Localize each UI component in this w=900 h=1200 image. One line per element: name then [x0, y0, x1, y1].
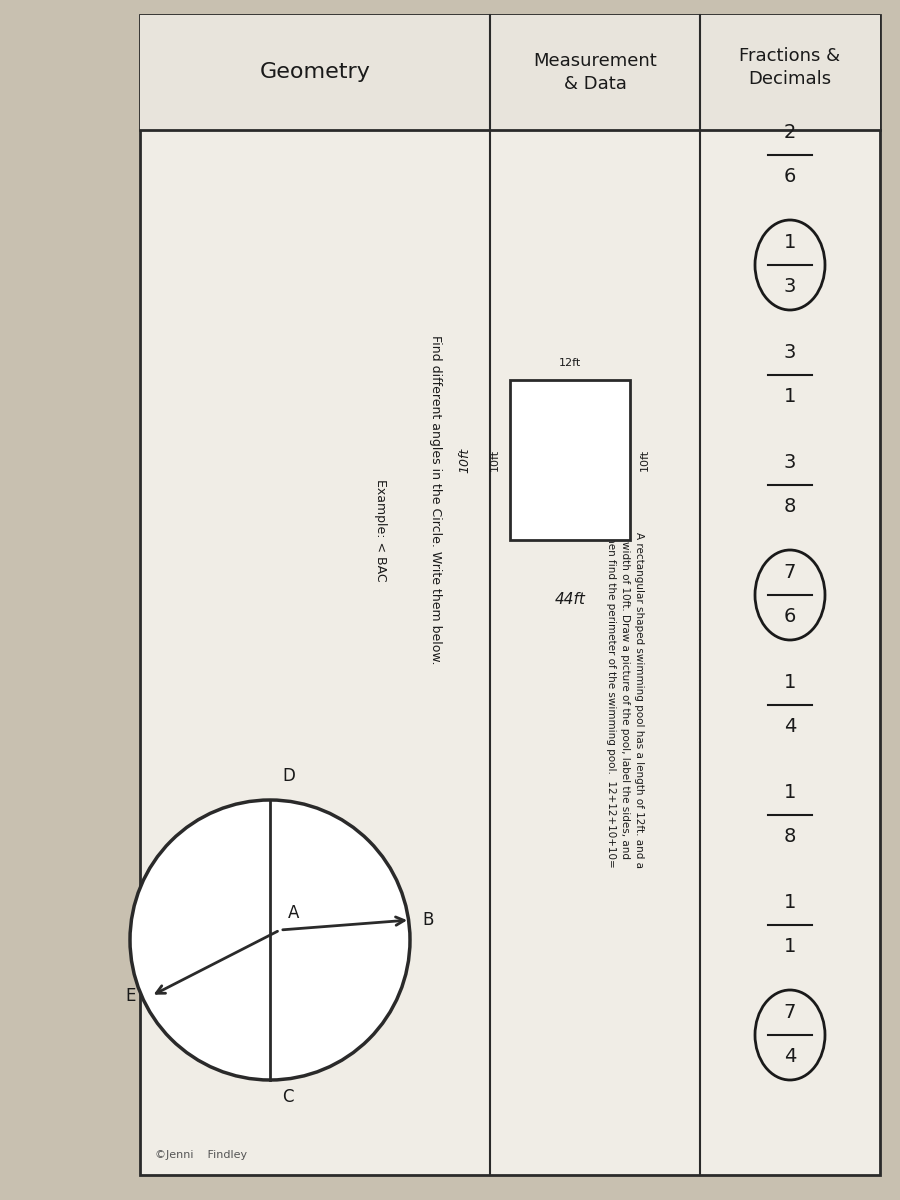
Text: C: C: [282, 1088, 293, 1106]
Text: Geometry: Geometry: [259, 62, 371, 83]
Text: 8: 8: [784, 828, 796, 846]
Text: A: A: [288, 904, 300, 922]
Polygon shape: [510, 380, 630, 540]
Text: ©Jenni    Findley: ©Jenni Findley: [155, 1150, 248, 1160]
Text: Measurement
& Data: Measurement & Data: [533, 53, 657, 92]
Text: 6: 6: [784, 607, 796, 626]
Text: 3: 3: [784, 454, 796, 473]
Polygon shape: [140, 14, 880, 1175]
Text: 7: 7: [784, 564, 796, 582]
Text: 1: 1: [784, 234, 796, 252]
Text: 44ft: 44ft: [554, 593, 585, 607]
Text: Example: < BAC: Example: < BAC: [374, 479, 386, 581]
Text: 1: 1: [784, 673, 796, 692]
Text: 3: 3: [784, 343, 796, 362]
Text: 2: 2: [784, 124, 796, 143]
Text: 10ft: 10ft: [640, 449, 650, 472]
Text: 1: 1: [784, 937, 796, 956]
Text: E: E: [126, 986, 136, 1006]
Text: 8: 8: [784, 498, 796, 516]
Text: B: B: [422, 911, 434, 929]
Text: Find different angles in the Circle. Write them below.: Find different angles in the Circle. Wri…: [428, 335, 442, 665]
Text: A rectangular shaped swimming pool has a length of 12ft. and a
width of 10ft. Dr: A rectangular shaped swimming pool has a…: [606, 532, 644, 868]
Polygon shape: [140, 14, 880, 130]
Text: 4: 4: [784, 718, 796, 737]
Text: 1: 1: [784, 388, 796, 407]
Circle shape: [130, 800, 410, 1080]
Text: 6: 6: [784, 168, 796, 186]
Text: 1: 1: [784, 784, 796, 803]
Text: D: D: [282, 767, 295, 785]
Text: 4: 4: [784, 1048, 796, 1067]
Text: 3: 3: [784, 277, 796, 296]
Text: 12ft: 12ft: [559, 358, 581, 368]
Text: 1: 1: [784, 894, 796, 912]
Text: 10ft: 10ft: [458, 448, 472, 473]
Text: 10ft: 10ft: [490, 449, 500, 472]
Text: Fractions &
Decimals: Fractions & Decimals: [740, 47, 841, 88]
Text: 7: 7: [784, 1003, 796, 1022]
